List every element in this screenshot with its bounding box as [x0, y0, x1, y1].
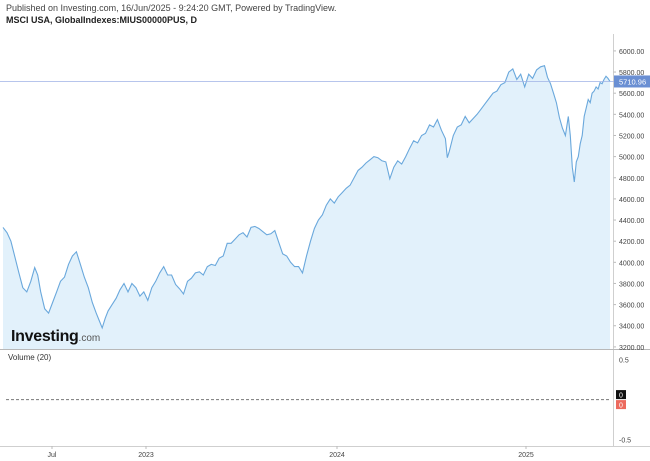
price-tick-label: 3600.00	[619, 303, 644, 310]
price-tick-label: 5000.00	[619, 155, 644, 162]
price-tick-label: 4200.00	[619, 239, 644, 246]
price-tick-label: 4800.00	[619, 176, 644, 183]
price-area	[3, 65, 610, 349]
volume-axis-ticks: 0.5 -0.5	[619, 358, 631, 445]
volume-value-badge	[616, 400, 626, 410]
logo-main: Investing	[11, 328, 79, 345]
price-tick-label: 3400.00	[619, 324, 644, 331]
time-axis-ticks: Jul 2023 2024 2025	[48, 446, 534, 459]
last-price-badge: 5710.96	[614, 75, 650, 88]
volume-value-badges: 00	[616, 390, 626, 410]
volume-value-badge	[616, 390, 626, 400]
time-tick-label: 2024	[329, 452, 345, 459]
volume-panel-title: Volume (20)	[8, 353, 52, 362]
published-note: Published on Investing.com, 16/Jun/2025 …	[6, 3, 337, 13]
price-tick-label: 5200.00	[619, 133, 644, 140]
price-tick-label: 4600.00	[619, 197, 644, 204]
price-tick-label: 3800.00	[619, 281, 644, 288]
last-price-label: 5710.96	[619, 77, 646, 86]
logo-suffix: .com	[78, 333, 101, 344]
price-tick-label: 4400.00	[619, 218, 644, 225]
time-tick-label: 2023	[138, 452, 154, 459]
investing-logo: Investing.com	[11, 328, 100, 346]
price-tick-label: 5600.00	[619, 91, 644, 98]
price-area-group	[2, 65, 611, 349]
price-tick-label: 3200.00	[619, 345, 644, 352]
price-tick-label: 5400.00	[619, 112, 644, 119]
price-tick-label: 6000.00	[619, 49, 644, 56]
price-axis-ticks: 3200.00 3400.00 3600.00 3800.00 4000.00 4200.…	[613, 49, 644, 352]
price-tick-label: 4000.00	[619, 260, 644, 267]
price-line	[2, 65, 611, 330]
price-tick-label: 5800.00	[619, 70, 644, 77]
last-price-badge-bg	[614, 75, 650, 88]
time-tick-label: Jul	[48, 452, 57, 459]
volume-tick-label: -0.5	[619, 438, 631, 445]
time-tick-label: 2025	[518, 452, 534, 459]
chart-symbol-title: MSCI USA, GlobalIndexes:MIUS00000PUS, D	[6, 15, 198, 25]
volume-tick-label: 0.5	[619, 358, 629, 365]
volume-value-label: 0	[619, 393, 623, 400]
volume-value-label: 0	[619, 403, 623, 410]
